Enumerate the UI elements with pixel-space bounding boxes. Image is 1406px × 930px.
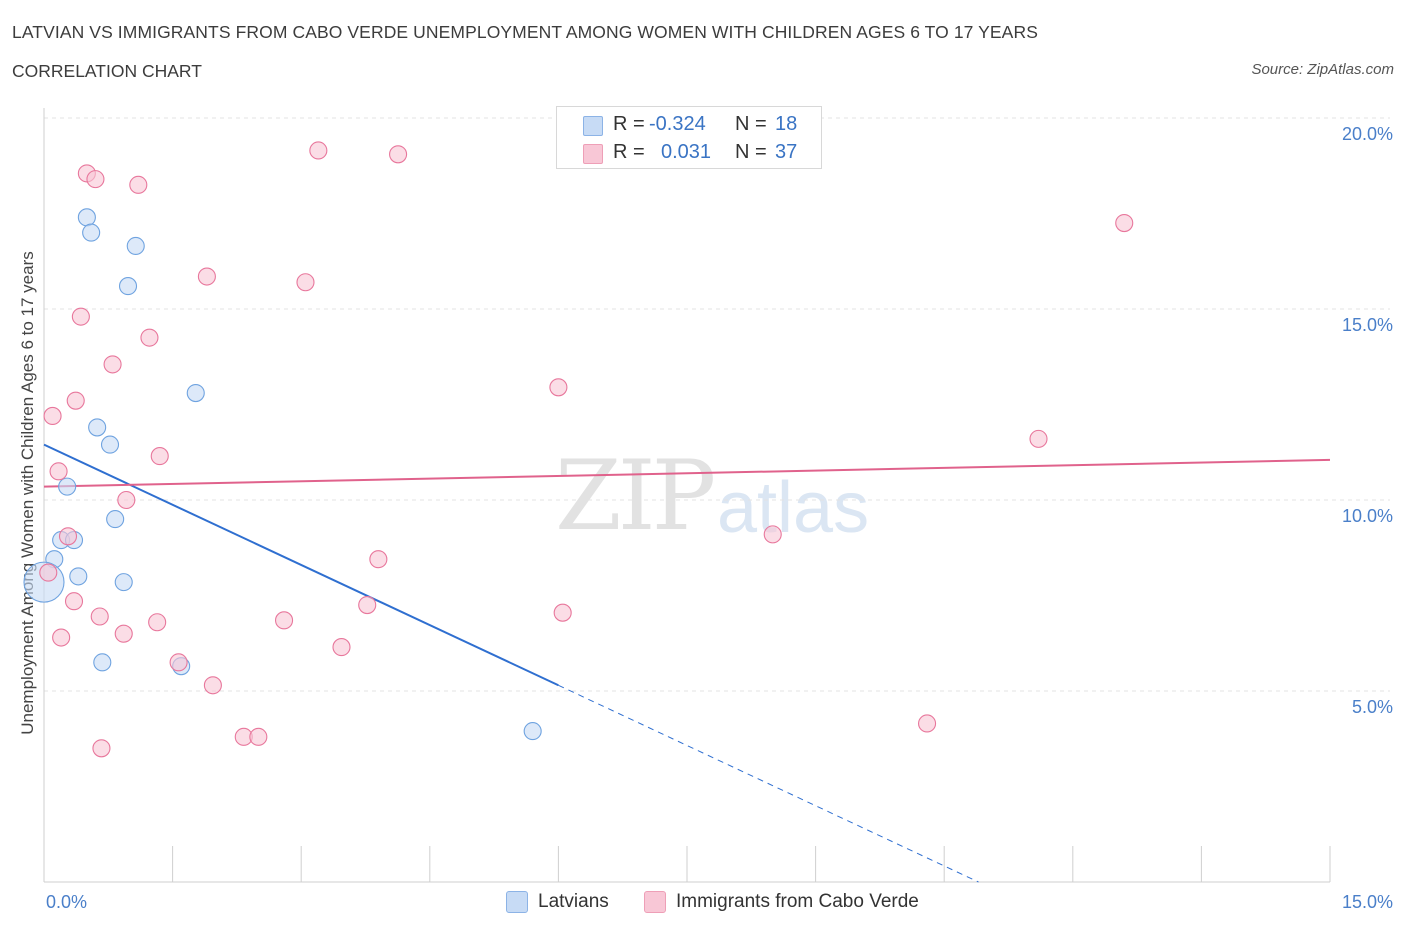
data-points (23, 141, 1134, 758)
point-latvians (126, 236, 145, 256)
point-latvians (77, 208, 96, 227)
point-cabo-verde (150, 447, 169, 466)
point-cabo-verde (52, 628, 71, 647)
bottom-legend-label-cabo-verde: Immigrants from Cabo Verde (676, 891, 919, 912)
point-cabo-verde (64, 592, 84, 611)
point-cabo-verde (86, 170, 105, 189)
legend-n-value: 37 (775, 141, 798, 163)
legend-swatch-latvians (583, 116, 603, 136)
bottom-legend-label-latvians: Latvians (538, 891, 609, 912)
point-cabo-verde (763, 525, 782, 544)
point-cabo-verde (103, 355, 122, 374)
point-cabo-verde (114, 624, 133, 643)
legend-n-label: N = (735, 113, 767, 135)
point-cabo-verde (117, 490, 136, 510)
point-cabo-verde (129, 175, 148, 194)
legend-n-label: N = (735, 141, 767, 163)
point-cabo-verde (90, 607, 109, 626)
point-cabo-verde (66, 391, 85, 410)
point-latvians (106, 510, 125, 529)
legend-r-value: -0.324 (649, 113, 706, 135)
point-cabo-verde (140, 328, 159, 347)
point-cabo-verde (1115, 214, 1134, 233)
point-cabo-verde (43, 406, 62, 426)
source-credit: Source: ZipAtlas.com (1251, 61, 1394, 78)
chart-subtitle: CORRELATION CHART (12, 61, 202, 81)
tick-labels: 5.0% 10.0% 15.0% 20.0% 0.0% 15.0% (46, 124, 1393, 912)
watermark-atlas: atlas (717, 468, 870, 548)
point-latvians (523, 722, 542, 741)
y-tick-label: 20.0% (1342, 124, 1393, 144)
trend-line-cabo-verde (43, 458, 1331, 488)
point-cabo-verde (1029, 429, 1048, 448)
point-cabo-verde (549, 378, 568, 397)
point-cabo-verde (553, 603, 572, 622)
point-latvians (114, 573, 133, 592)
y-tick-label: 5.0% (1352, 697, 1393, 717)
x-tick-label: 15.0% (1342, 892, 1393, 912)
legend-r-value: 0.031 (661, 141, 712, 163)
x-tick-label: 0.0% (46, 892, 87, 912)
chart-title: LATVIAN VS IMMIGRANTS FROM CABO VERDE UN… (12, 22, 1038, 42)
point-cabo-verde (249, 727, 268, 746)
trend-line-latvians-extension (558, 684, 979, 883)
point-cabo-verde (58, 527, 78, 546)
point-cabo-verde (296, 273, 315, 292)
point-latvians (82, 223, 101, 242)
point-cabo-verde (203, 676, 222, 695)
point-cabo-verde (92, 739, 111, 758)
y-tick-label: 10.0% (1342, 506, 1393, 526)
point-cabo-verde (71, 307, 90, 326)
legend-n-value: 18 (775, 113, 798, 135)
point-cabo-verde (332, 638, 351, 657)
bottom-legend-swatch-cabo-verde (644, 891, 666, 913)
point-latvians (186, 383, 205, 403)
point-cabo-verde (169, 653, 188, 672)
legend-swatch-cabo-verde (583, 144, 603, 164)
legend-r-label: R = (613, 113, 645, 135)
point-latvians (69, 567, 88, 586)
point-latvians (93, 653, 112, 672)
watermark-zip: ZIP (555, 440, 716, 552)
point-cabo-verde (275, 611, 294, 630)
trend-lines (43, 443, 1331, 883)
gridlines (44, 117, 1390, 692)
point-cabo-verde (39, 563, 58, 582)
point-latvians (118, 277, 138, 296)
point-latvians (88, 418, 107, 437)
point-latvians (58, 477, 77, 496)
bottom-legend-swatch-latvians (506, 891, 528, 913)
point-latvians (100, 435, 120, 454)
correlation-legend: R = -0.324 N = 18 R = 0.031 N = 37 (556, 106, 822, 169)
point-cabo-verde (918, 714, 937, 733)
y-tick-label: 15.0% (1342, 315, 1393, 335)
point-cabo-verde (309, 141, 328, 160)
point-cabo-verde (148, 613, 167, 632)
point-cabo-verde (369, 550, 388, 569)
point-cabo-verde (389, 145, 408, 164)
point-cabo-verde (197, 267, 216, 286)
point-cabo-verde (358, 595, 377, 615)
legend-r-label: R = (613, 141, 645, 163)
point-cabo-verde (49, 462, 68, 481)
axes (43, 108, 1331, 883)
